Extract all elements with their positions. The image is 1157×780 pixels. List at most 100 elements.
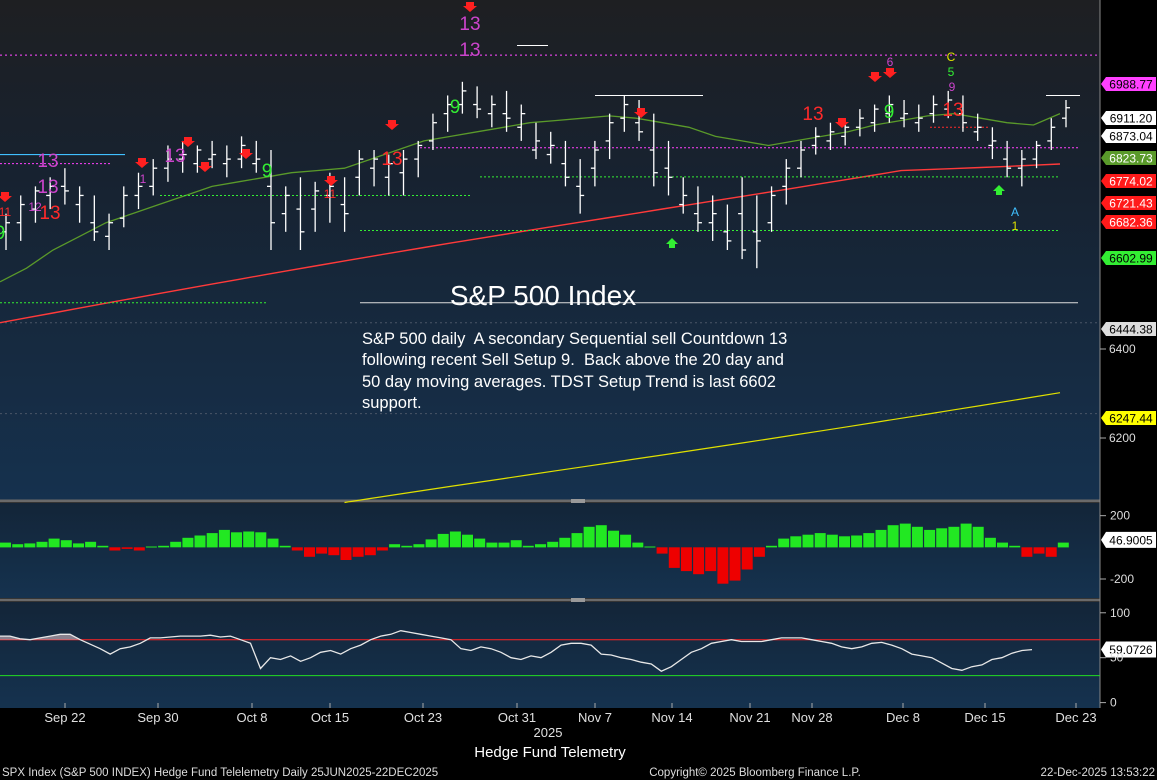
price-tag: 6444.38 xyxy=(1101,322,1156,337)
histogram-bar xyxy=(960,523,972,548)
histogram-bar xyxy=(437,533,449,548)
histogram-bar xyxy=(352,547,364,557)
price-bar xyxy=(900,100,909,128)
price-tag: 6721.43 xyxy=(1101,196,1156,211)
price-bar xyxy=(414,140,423,178)
histogram-bar xyxy=(170,541,182,548)
histogram-bar xyxy=(206,533,218,548)
x-tick-label: Dec 8 xyxy=(886,710,920,725)
axis-labels: 6400 6200 200 -200 100 50 0 xyxy=(1100,342,1136,710)
td-count-label: 12 xyxy=(28,200,42,214)
histogram-bar xyxy=(535,544,546,548)
histogram-bar xyxy=(182,537,194,548)
td-count-label: 13 xyxy=(37,177,58,198)
sell-arrow-icon xyxy=(239,149,253,159)
price-bar xyxy=(944,90,953,119)
x-tick-label: Nov 28 xyxy=(791,710,832,725)
histogram-bar xyxy=(60,540,72,548)
histogram-bar xyxy=(656,547,668,554)
histogram-bar xyxy=(510,540,522,548)
price-bar xyxy=(487,95,496,128)
td-count-label: 13 xyxy=(37,151,58,172)
histogram-bar xyxy=(85,541,97,548)
price-bar xyxy=(605,113,614,160)
histogram-bar xyxy=(109,547,121,551)
price-bar xyxy=(738,177,747,260)
divider-handle[interactable] xyxy=(571,499,585,503)
histogram-bar xyxy=(924,529,936,548)
price-bar xyxy=(532,122,540,160)
price-tag-label: 6873.04 xyxy=(1109,130,1153,144)
histogram-bar xyxy=(778,538,790,548)
histogram-bar xyxy=(571,533,583,548)
histogram-bar xyxy=(340,547,352,560)
price-tags: 6988.77 6911.20 6873.04 6823.73 6774.02 6721.… xyxy=(1101,77,1156,658)
price-bar xyxy=(517,104,526,141)
price-bar xyxy=(855,109,864,137)
price-bar xyxy=(399,150,408,196)
histogram-bar xyxy=(1033,547,1045,554)
x-tick-label: Dec 15 xyxy=(964,710,1005,725)
histogram-bar xyxy=(608,530,619,548)
histogram-value-label: 46.9005 xyxy=(1109,533,1153,547)
td-count-label: 9 xyxy=(884,102,895,123)
footer-center: Copyright© 2025 Bloomberg Finance L.P. xyxy=(649,767,861,779)
td-count-label: 11 xyxy=(0,205,12,219)
price-bar xyxy=(1017,150,1026,187)
td-count-label: A xyxy=(1011,205,1019,219)
sell-arrow-icon xyxy=(835,118,849,128)
histogram-bar xyxy=(158,545,170,548)
price-tag: 6911.20 xyxy=(1101,111,1156,126)
price-bar xyxy=(620,95,629,132)
annotation-line: support. xyxy=(362,394,422,412)
price-bar xyxy=(885,95,894,123)
price-bar xyxy=(502,90,511,132)
td-count-label: 13 xyxy=(381,149,402,170)
footer-subtitle: Hedge Fund Telemetry xyxy=(474,744,626,761)
histogram-bar xyxy=(1021,547,1033,557)
moving-average-line xyxy=(0,112,1061,283)
histogram-bar xyxy=(364,547,376,556)
price-bar xyxy=(1062,100,1070,128)
annotation-text: S&P 500 daily A secondary Sequential sel… xyxy=(362,330,787,412)
x-tick-label: Oct 15 xyxy=(311,710,349,725)
histogram-bar xyxy=(255,532,267,548)
histogram-bar xyxy=(316,547,328,554)
price-bar xyxy=(679,177,688,214)
price-tag-label: 6682.36 xyxy=(1109,216,1153,230)
histogram-bar xyxy=(899,523,911,548)
price-bar xyxy=(752,195,761,269)
x-tick-label: Nov 21 xyxy=(729,710,770,725)
histogram-bar xyxy=(0,542,11,548)
price-tag: 6774.02 xyxy=(1101,174,1156,189)
histogram-bar xyxy=(972,526,984,548)
histogram-bar xyxy=(839,536,850,548)
divider-handle[interactable] xyxy=(571,598,585,602)
histogram-bar xyxy=(218,529,230,548)
histogram-bar xyxy=(474,538,486,548)
histogram-bar xyxy=(413,544,425,548)
histogram-bar xyxy=(790,536,802,548)
sell-arrow-icon xyxy=(324,176,338,186)
histogram-bar xyxy=(644,546,656,548)
x-axis-area xyxy=(0,708,1157,762)
td-count-label: 9 xyxy=(949,80,956,94)
histogram-bar xyxy=(875,529,887,548)
y-tick-label: 0 xyxy=(1110,696,1117,710)
support-resistance-lines xyxy=(0,44,1100,304)
histogram-bar xyxy=(279,545,291,548)
histogram-bar xyxy=(449,531,461,548)
price-bar xyxy=(428,113,437,150)
price-bar xyxy=(370,150,379,187)
histogram-bar xyxy=(389,544,401,548)
price-bar xyxy=(1032,140,1041,169)
year-label: 2025 xyxy=(534,725,563,740)
price-bar xyxy=(222,145,231,178)
price-bar xyxy=(546,131,555,164)
price-tag-label: 6774.02 xyxy=(1109,175,1153,189)
histogram-bar xyxy=(595,525,607,548)
price-bar xyxy=(458,81,467,114)
td-count-label: 6 xyxy=(887,55,894,69)
x-tick-label: Oct 31 xyxy=(498,710,536,725)
price-bar xyxy=(16,195,25,241)
